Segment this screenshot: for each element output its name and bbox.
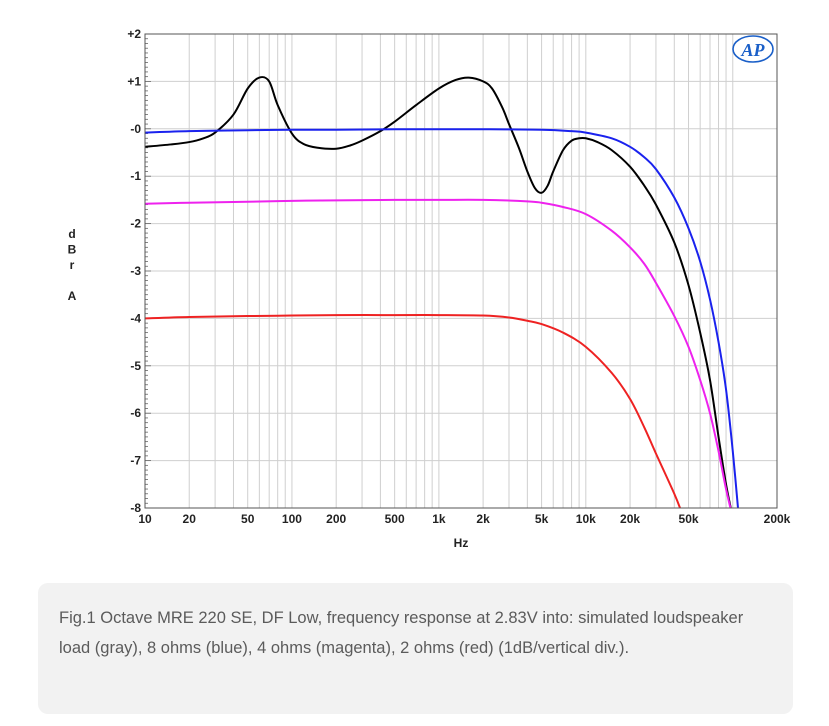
x-tick-label: 2k bbox=[476, 512, 490, 526]
y-tick-label: -3 bbox=[130, 264, 141, 278]
x-tick-label: 100 bbox=[282, 512, 302, 526]
x-tick-label: 5k bbox=[535, 512, 549, 526]
y-tick-label: -5 bbox=[130, 359, 141, 373]
x-tick-label: 10k bbox=[576, 512, 596, 526]
chart-svg: 10 20 50 100 200 500 1k 2k 5k 10k 20k 50k 200k +2 +1 -… bbox=[68, 27, 791, 550]
x-tick-label: 20k bbox=[620, 512, 640, 526]
y-tick-label: -4 bbox=[130, 311, 141, 325]
y-tick-label: -7 bbox=[130, 454, 141, 468]
series-line-2-ohms bbox=[145, 314, 682, 508]
x-tick-label: 10 bbox=[138, 512, 152, 526]
x-tick-labels: 10 20 50 100 200 500 1k 2k 5k 10k 20k 50k 200k bbox=[138, 512, 790, 526]
x-tick-label: 200 bbox=[326, 512, 346, 526]
series-line-8-ohms bbox=[145, 128, 740, 508]
x-axis-title: Hz bbox=[454, 536, 469, 550]
x-tick-label: 1k bbox=[432, 512, 446, 526]
y-tick-label: -0 bbox=[130, 122, 141, 136]
x-tick-label: 500 bbox=[385, 512, 405, 526]
y-tick-label: -1 bbox=[130, 169, 141, 183]
series-lines bbox=[145, 76, 740, 508]
ap-logo-icon: AP bbox=[732, 35, 774, 63]
y-axis-title-letter: r bbox=[70, 258, 75, 272]
x-tick-label: 200k bbox=[764, 512, 791, 526]
frequency-response-chart: 10 20 50 100 200 500 1k 2k 5k 10k 20k 50k 200k +2 +1 -… bbox=[68, 27, 791, 550]
series-line-simulated-loudspeaker-load bbox=[145, 76, 732, 508]
x-tick-label: 20 bbox=[183, 512, 197, 526]
y-axis-title: dBr A bbox=[68, 227, 77, 303]
y-tick-label: +2 bbox=[127, 27, 141, 41]
y-tick-label: -2 bbox=[130, 217, 141, 231]
y-tick-labels: +2 +1 -0 -1 -2 -3 -4 -5 -6 -7 -8 bbox=[127, 27, 141, 515]
y-tick-label: +1 bbox=[127, 74, 141, 88]
figure-caption: Fig.1 Octave MRE 220 SE, DF Low, frequen… bbox=[59, 609, 744, 657]
y-axis-title-letter: d bbox=[68, 227, 75, 241]
ap-logo-text: AP bbox=[740, 40, 765, 60]
x-tick-label: 50 bbox=[241, 512, 255, 526]
plot-frame bbox=[144, 33, 778, 509]
y-axis-title-letter: B bbox=[68, 243, 77, 257]
series-line-4-ohms bbox=[145, 198, 732, 508]
y-axis-title-letter: A bbox=[68, 289, 77, 303]
x-tick-label: 50k bbox=[679, 512, 699, 526]
figure-caption-box: Fig.1 Octave MRE 220 SE, DF Low, frequen… bbox=[38, 583, 793, 714]
y-tick-label: -6 bbox=[130, 406, 141, 420]
y-tick-label: -8 bbox=[130, 501, 141, 515]
